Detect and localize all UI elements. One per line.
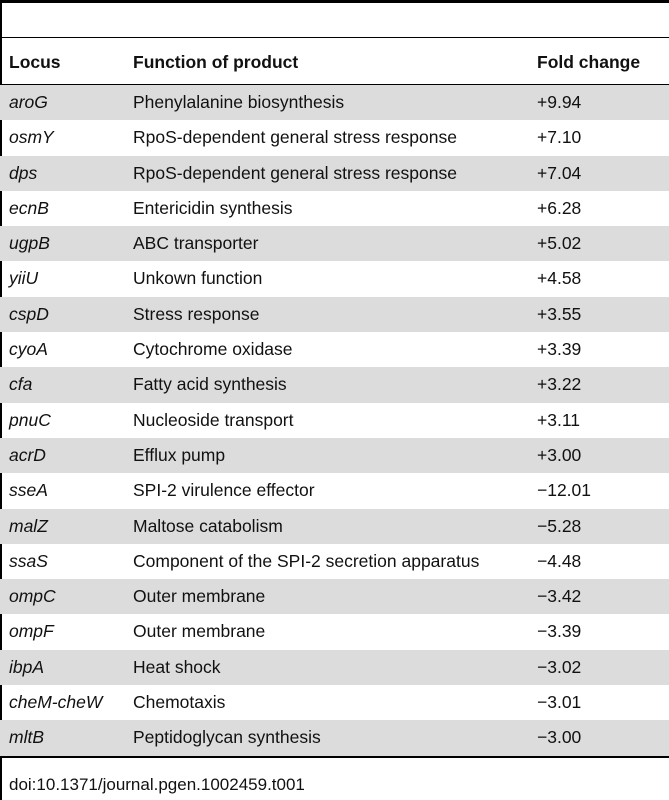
table-cell: ompF (9, 621, 54, 642)
table-cell: pnuC (9, 409, 51, 430)
table-row: acrD Efflux pump +3.00 (0, 437, 669, 474)
table-cell: Outer membrane (133, 586, 266, 607)
table-cell: acrD (9, 444, 46, 465)
table-cell: osmY (9, 127, 54, 148)
header-cell: Fold change (537, 52, 641, 72)
table-cell: −3.42 (537, 586, 582, 607)
table-cell: Efflux pump (133, 444, 226, 465)
table-cell: Chemotaxis (133, 692, 226, 713)
header-cell: Locus (9, 52, 61, 72)
table-cell: +7.04 (537, 162, 582, 183)
table-row: cfa Fatty acid synthesis +3.22 (0, 367, 669, 403)
top-rule (0, 0, 669, 3)
table-cell: Entericidin synthesis (133, 197, 293, 218)
table-cell: ecnB (9, 197, 49, 218)
table-cell: Peptidoglycan synthesis (133, 727, 321, 748)
table-cell: dps (9, 162, 38, 183)
table-row: ompF Outer membrane −3.39 (0, 614, 669, 649)
table-cell: Cytochrome oxidase (133, 339, 293, 360)
table-cell: +5.02 (537, 233, 582, 254)
table-cell: ABC transporter (133, 233, 259, 254)
header-rule (0, 37, 669, 38)
table-cell: ssaS (9, 550, 48, 571)
table-cell: SPI-2 virulence effector (133, 480, 315, 501)
table-row: pnuC Nucleoside transport +3.11 (0, 403, 669, 438)
table-cell: ibpA (9, 656, 45, 677)
table-row: ibpA Heat shock −3.02 (0, 649, 669, 686)
table-cell: cyoA (9, 339, 48, 360)
table-cell: Heat shock (133, 656, 221, 677)
table-row: aroG Phenylalanine biosynthesis +9.94 (0, 85, 669, 121)
table-cell: malZ (9, 515, 48, 536)
table-cell: +3.39 (537, 339, 582, 360)
table-cell: +6.28 (537, 197, 582, 218)
table-cell: Outer membrane (133, 621, 266, 642)
table-cell: RpoS-dependent general stress response (133, 162, 457, 183)
table-header: Locus Function of product Fold change (0, 38, 669, 85)
caption: doi:10.1371/journal.pgen.1002459.t001 (9, 775, 305, 794)
table-cell: +9.94 (537, 92, 582, 112)
table-cell: −3.02 (537, 656, 582, 677)
table-cell: Fatty acid synthesis (133, 374, 287, 395)
table-cell: −5.28 (537, 515, 582, 536)
table-cell: ugpB (9, 233, 50, 254)
table-cell: −3.39 (537, 621, 582, 642)
table-row: ugpB ABC transporter +5.02 (0, 226, 669, 262)
table-cell: +3.11 (537, 409, 580, 430)
table-cell: Nucleoside transport (133, 409, 294, 430)
table-cell: −12.01 (537, 480, 592, 501)
table-row: sseA SPI-2 virulence effector −12.01 (0, 473, 669, 508)
table-cell: mltB (9, 727, 44, 748)
table-body: aroG Phenylalanine biosynthesis +9.94 osmY R… (0, 85, 669, 758)
table-cell: −4.48 (537, 550, 582, 571)
table-cell: RpoS-dependent general stress response (133, 127, 457, 148)
table-cell: −3.00 (537, 727, 582, 748)
table-cell: Unkown function (133, 268, 263, 289)
header-cell: Function of product (133, 52, 299, 72)
table-row: ecnB Entericidin synthesis +6.28 (0, 191, 669, 226)
table-row: mltB Peptidoglycan synthesis −3.00 (0, 720, 669, 756)
table-cell: +3.22 (537, 374, 582, 395)
table-cell: +3.00 (537, 444, 582, 465)
table-row: ssaS Component of the SPI-2 secretion app… (0, 544, 669, 579)
table-row: dps RpoS-dependent general stress respons… (0, 155, 669, 191)
table-cell: yiiU (9, 268, 39, 289)
table-cell: aroG (9, 92, 48, 112)
table-cell: cspD (9, 303, 49, 324)
table-row: cspD Stress response +3.55 (0, 296, 669, 333)
table-cell: Stress response (133, 303, 260, 324)
table-cell: +7.10 (537, 127, 582, 148)
table-row: cheM-cheW Chemotaxis −3.01 (0, 685, 669, 720)
table-cell: cheM-cheW (9, 692, 103, 713)
table-cell: ompC (9, 586, 56, 607)
table-cell: Phenylalanine biosynthesis (133, 92, 345, 112)
table-row: ompC Outer membrane −3.42 (0, 579, 669, 615)
table-cell: cfa (9, 374, 33, 395)
table-row: cyoA Cytochrome oxidase +3.39 (0, 332, 669, 367)
table-row: osmY RpoS-dependent general stress respon… (0, 120, 669, 155)
table-cell: −3.01 (537, 692, 582, 713)
table-cell: sseA (9, 480, 48, 501)
table-cell: +4.58 (537, 268, 582, 289)
table-cell: Component of the SPI-2 secretion apparat… (133, 550, 480, 571)
table-cell: Maltose catabolism (133, 515, 283, 536)
table-row: yiiU Unkown function +4.58 (0, 261, 669, 296)
table-row: malZ Maltose catabolism −5.28 (0, 508, 669, 544)
table-cell: +3.55 (537, 303, 582, 324)
